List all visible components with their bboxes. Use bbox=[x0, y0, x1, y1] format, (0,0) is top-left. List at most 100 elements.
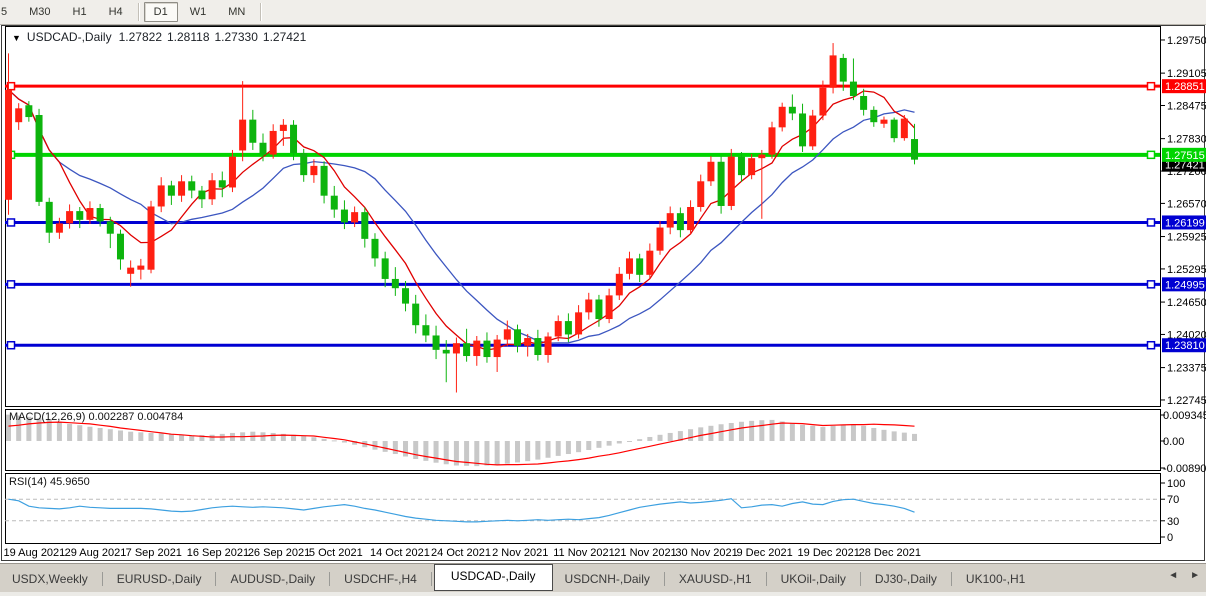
candle bbox=[381, 251, 389, 288]
level-handle[interactable] bbox=[1146, 81, 1156, 91]
chart-tab-xauusd-h1[interactable]: XAUUSD-,H1 bbox=[678, 571, 752, 586]
candle bbox=[554, 315, 562, 342]
symbol-dropdown-icon[interactable]: ▼ bbox=[12, 33, 21, 43]
price-axis[interactable]: 1.297501.291051.284751.278301.272001.265… bbox=[1160, 35, 1206, 544]
candle bbox=[269, 124, 277, 159]
macd-bar bbox=[565, 441, 571, 455]
candle bbox=[676, 207, 684, 238]
macd-bar bbox=[576, 441, 582, 453]
level-line-1.23810[interactable] bbox=[5, 340, 1160, 350]
date-tick: 9 Dec 2021 bbox=[736, 547, 792, 559]
macd-bar bbox=[871, 427, 877, 441]
chart-tab-usdcnh-daily[interactable]: USDCNH-,Daily bbox=[564, 571, 650, 586]
candle bbox=[697, 174, 705, 212]
candle bbox=[514, 324, 521, 353]
timeframe-button-h1[interactable]: H1 bbox=[72, 6, 87, 18]
macd-bar bbox=[117, 430, 123, 441]
macd-bar bbox=[494, 441, 500, 465]
chart-tab-dj30-daily[interactable]: DJ30-,Daily bbox=[874, 571, 937, 586]
candle bbox=[402, 280, 410, 312]
level-handle[interactable] bbox=[6, 280, 16, 289]
candle bbox=[208, 173, 216, 205]
candle bbox=[870, 106, 878, 127]
macd-bar bbox=[382, 441, 388, 452]
candle bbox=[585, 292, 593, 320]
macd-tick: 0.00 bbox=[1163, 436, 1184, 448]
candle bbox=[646, 243, 654, 279]
macd-bar bbox=[820, 427, 826, 441]
price-tick: 1.26570 bbox=[1167, 198, 1206, 210]
macd-bar bbox=[637, 439, 643, 441]
level-handle[interactable] bbox=[1146, 218, 1156, 227]
macd-tick: 0.009345 bbox=[1163, 410, 1206, 422]
macd-bar bbox=[779, 421, 785, 441]
macd-bar bbox=[189, 435, 195, 441]
level-line-1.26199[interactable] bbox=[5, 218, 1160, 227]
macd-bar bbox=[179, 434, 185, 441]
date-tick: 16 Sep 2021 bbox=[187, 547, 249, 559]
level-line-1.28851[interactable] bbox=[5, 81, 1160, 91]
chart-tab-usdcad-daily[interactable]: USDCAD-,Daily bbox=[433, 564, 553, 591]
timeframe-button-5[interactable]: 5 bbox=[1, 6, 8, 18]
price-tick: 1.24650 bbox=[1167, 297, 1206, 309]
price-tick: 1.27830 bbox=[1167, 134, 1206, 146]
price-tick: 1.25295 bbox=[1167, 264, 1206, 276]
candle bbox=[463, 328, 471, 362]
scroll-left-button[interactable]: ◄ bbox=[1168, 570, 1179, 581]
level-handle[interactable] bbox=[1146, 150, 1156, 160]
chart-tab-audusd-daily[interactable]: AUDUSD-,Daily bbox=[230, 571, 316, 586]
candle bbox=[758, 149, 766, 219]
macd-bar bbox=[769, 419, 775, 441]
candle bbox=[849, 58, 857, 101]
timeframe-button-d1[interactable]: D1 bbox=[143, 2, 178, 22]
candle bbox=[25, 101, 33, 122]
candles bbox=[5, 43, 919, 393]
date-tick: 11 Nov 2021 bbox=[553, 547, 615, 559]
candle bbox=[432, 325, 440, 360]
chart-tab-bar: USDX,Weekly EURUSD-,Daily AUDUSD-,Daily USD… bbox=[0, 563, 1206, 593]
chart-tab-usdx-weekly[interactable]: USDX,Weekly bbox=[12, 571, 88, 586]
macd-bar bbox=[311, 437, 317, 441]
macd-bar bbox=[901, 432, 907, 441]
candle bbox=[880, 116, 888, 128]
timeframe-button-h4[interactable]: H4 bbox=[108, 6, 123, 18]
chart-tab-eurusd-daily[interactable]: EURUSD-,Daily bbox=[116, 571, 202, 586]
macd-bar bbox=[596, 441, 602, 448]
macd-bar bbox=[545, 441, 551, 458]
macd-bar bbox=[830, 425, 836, 441]
candle bbox=[687, 200, 695, 235]
timeframe-button-m30[interactable]: M30 bbox=[29, 6, 51, 18]
level-handle[interactable] bbox=[6, 340, 16, 350]
candle bbox=[279, 119, 287, 146]
chart-tab-uk100-h1[interactable]: UK100-,H1 bbox=[965, 571, 1026, 586]
timeframe-button-mn[interactable]: MN bbox=[228, 6, 246, 18]
candle bbox=[422, 314, 430, 343]
date-axis[interactable]: 19 Aug 2021 29 Aug 2021 7 Sep 2021 16 Sep 2… bbox=[4, 547, 922, 559]
macd-bar bbox=[158, 433, 164, 441]
candle bbox=[55, 217, 63, 239]
candle bbox=[45, 197, 53, 243]
level-line-1.24995[interactable] bbox=[5, 280, 1160, 289]
macd-bar bbox=[677, 431, 683, 441]
toolbar-separator bbox=[137, 3, 139, 21]
chart-tab-ukoil-daily[interactable]: UKOil-,Daily bbox=[780, 571, 846, 586]
level-handle[interactable] bbox=[6, 218, 16, 227]
candle bbox=[911, 123, 919, 165]
toolbar-separator bbox=[260, 3, 262, 21]
level-handle[interactable] bbox=[1146, 340, 1156, 350]
timeframe-button-w1[interactable]: W1 bbox=[189, 6, 207, 18]
candle bbox=[198, 185, 206, 209]
price-tick: 1.22745 bbox=[1167, 395, 1206, 407]
candle bbox=[615, 267, 623, 301]
level-handle[interactable] bbox=[6, 81, 16, 91]
chart-tab-usdchf-h4[interactable]: USDCHF-,H4 bbox=[344, 571, 417, 586]
rsi-tick: 70 bbox=[1167, 494, 1179, 506]
candle bbox=[748, 154, 756, 180]
candle bbox=[564, 313, 572, 343]
scroll-right-button[interactable]: ► bbox=[1190, 570, 1200, 581]
macd-bar bbox=[728, 423, 734, 441]
macd-bar bbox=[647, 436, 653, 441]
level-handle[interactable] bbox=[1146, 280, 1156, 289]
macd-bar bbox=[810, 425, 816, 441]
